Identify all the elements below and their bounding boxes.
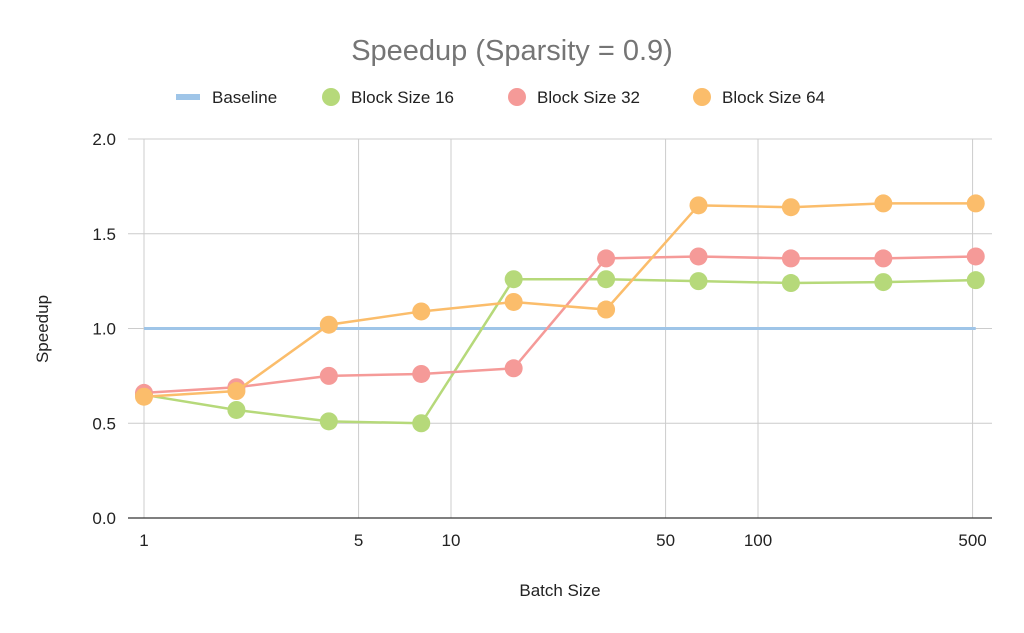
y-tick-label: 2.0 <box>92 130 116 149</box>
data-point <box>504 270 523 289</box>
data-point <box>874 273 893 292</box>
data-point <box>135 387 153 406</box>
data-point <box>966 271 985 290</box>
x-tick-label: 5 <box>354 531 363 550</box>
data-point <box>689 196 708 215</box>
series-line <box>143 255 976 395</box>
legend-marker <box>693 88 711 106</box>
data-point <box>504 359 523 378</box>
data-point <box>504 292 523 311</box>
data-point <box>227 382 246 401</box>
x-tick-label: 1 <box>139 531 148 550</box>
y-tick-label: 0.5 <box>92 414 116 433</box>
data-point <box>412 414 431 433</box>
series-block-size-16 <box>135 270 985 433</box>
data-point <box>781 198 800 217</box>
data-point <box>966 247 985 266</box>
series-line <box>143 202 976 398</box>
series-line <box>143 277 976 425</box>
legend-label: Baseline <box>212 88 277 107</box>
legend-label: Block Size 64 <box>722 88 825 107</box>
legend-label: Block Size 16 <box>351 88 454 107</box>
legend-item: Block Size 64 <box>693 88 825 107</box>
legend-item: Baseline <box>176 88 277 107</box>
data-point <box>689 247 708 266</box>
legend-item: Block Size 16 <box>322 88 454 107</box>
axes: 0.0 0.5 1.0 1.5 2.0 1 5 10 50 100 500 <box>92 130 992 550</box>
series-layer <box>135 194 985 433</box>
legend-marker <box>176 94 200 100</box>
x-tick-label: 500 <box>958 531 986 550</box>
data-point <box>597 270 616 289</box>
data-point <box>319 412 338 431</box>
data-point <box>966 194 985 213</box>
series-block-size-64 <box>135 194 985 406</box>
data-point <box>319 315 338 334</box>
data-point <box>412 364 431 383</box>
legend-marker <box>508 88 526 106</box>
legend: Baseline Block Size 16 Block Size 32 Block … <box>176 88 825 107</box>
x-tick-label: 10 <box>442 531 461 550</box>
data-point <box>227 400 246 419</box>
data-point <box>689 272 708 291</box>
chart-title: Speedup (Sparsity = 0.9) <box>351 35 673 67</box>
x-tick-label: 100 <box>744 531 772 550</box>
y-tick-label: 0.0 <box>92 509 116 528</box>
legend-item: Block Size 32 <box>508 88 640 107</box>
y-tick-label: 1.5 <box>92 225 116 244</box>
data-point <box>597 249 616 268</box>
data-point <box>781 249 800 268</box>
x-axis-label: Batch Size <box>519 581 600 600</box>
data-point <box>874 249 893 268</box>
y-axis-label: Speedup <box>33 295 52 363</box>
series-block-size-32 <box>135 247 985 402</box>
y-tick-label: 1.0 <box>92 320 116 339</box>
data-point <box>597 300 616 319</box>
data-point <box>412 302 431 321</box>
data-point <box>319 366 338 385</box>
data-point <box>781 274 800 293</box>
x-tick-label: 50 <box>656 531 675 550</box>
legend-label: Block Size 32 <box>537 88 640 107</box>
data-point <box>874 194 893 213</box>
legend-marker <box>322 88 340 106</box>
